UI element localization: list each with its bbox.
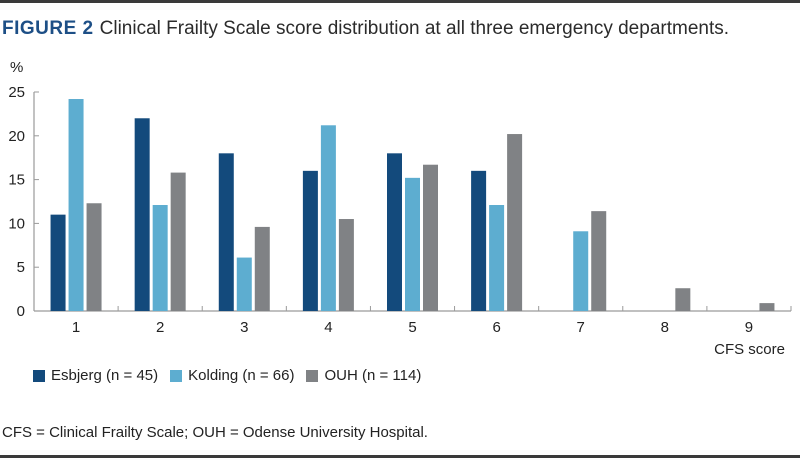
legend-label-kolding: Kolding (n = 66) [188,367,295,384]
x-tick-label: 9 [745,319,753,336]
legend-swatch-kolding [170,369,183,382]
bar-kolding-5 [405,177,420,311]
bar-ouh-8 [675,288,691,311]
bar-kolding-6 [489,205,505,311]
y-tick-label: 10 [8,215,25,232]
footnote: CFS = Clinical Frailty Scale; OUH = Oden… [2,424,428,441]
y-axis-label: % [10,59,23,76]
y-tick-label: 15 [8,172,25,189]
figure-label: FIGURE 2 [2,18,94,39]
legend-item-kolding: Kolding (n = 66) [170,367,294,384]
x-axis-label: CFS score [714,341,785,358]
x-tick-label: 1 [72,319,80,336]
figure-caption: Clinical Frailty Scale score distributio… [99,18,730,39]
bar-ouh-3 [254,226,270,311]
bar-esbjerg-4 [302,170,318,311]
bar-esbjerg-2 [134,118,150,311]
y-tick-label: 25 [8,84,25,101]
bottom-rule [0,455,800,458]
bar-ouh-2 [170,172,186,311]
bar-ouh-5 [423,164,438,311]
legend-swatch-esbjerg [33,369,45,382]
bar-ouh-6 [507,134,523,311]
bar-kolding-7 [573,231,589,311]
bar-kolding-1 [68,99,84,312]
legend: Esbjerg (n = 45) Kolding (n = 66) OUH (n… [33,367,433,384]
bar-ouh-4 [338,219,354,311]
y-axis: 0 5 10 15 20 25 [8,84,39,320]
figure-title: FIGURE 2 Clinical Frailty Scale score dis… [2,18,729,40]
bar-esbjerg-1 [50,214,66,311]
x-tick-label: 5 [408,319,416,336]
bar-ouh-7 [591,211,607,311]
bar-esbjerg-3 [218,153,234,311]
y-tick-label: 5 [17,259,25,276]
x-tick-label: 3 [240,319,248,336]
bar-kolding-2 [152,205,168,311]
bar-esbjerg-5 [387,153,402,311]
legend-swatch-ouh [306,369,319,382]
y-tick-label: 20 [8,128,25,145]
legend-item-esbjerg: Esbjerg (n = 45) [33,367,158,384]
y-tick-label: 0 [17,303,25,320]
bar-kolding-4 [320,125,336,312]
bar-ouh-1 [86,203,102,311]
bar-esbjerg-6 [471,170,487,311]
legend-item-ouh: OUH (n = 114) [306,367,421,384]
x-tick-label: 6 [492,319,500,336]
bars [50,99,775,312]
x-tick-label: 2 [156,319,164,336]
top-rule [0,0,800,3]
x-tick-label: 7 [577,319,585,336]
x-tick-label: 8 [661,319,669,336]
legend-label-ouh: OUH (n = 114) [324,367,422,384]
bar-kolding-3 [236,257,252,311]
x-tick-label: 4 [324,319,332,336]
bar-ouh-9 [759,303,775,311]
legend-label-esbjerg: Esbjerg (n = 45) [51,367,159,384]
